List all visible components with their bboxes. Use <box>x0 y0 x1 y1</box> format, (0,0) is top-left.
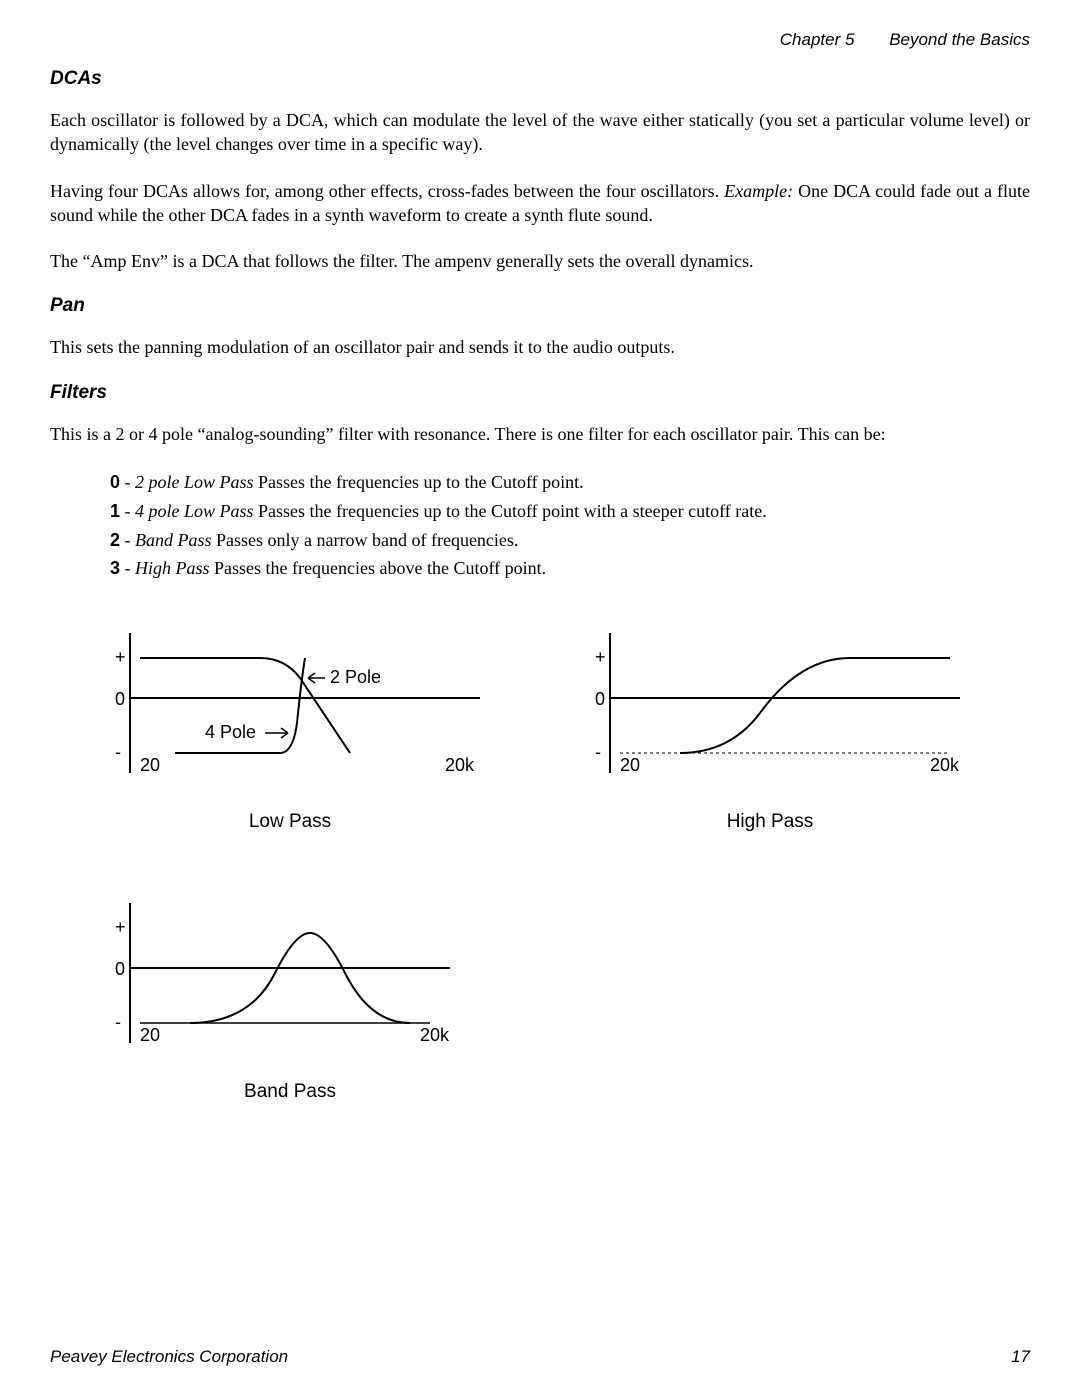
svg-text:4 Pole: 4 Pole <box>205 722 256 742</box>
filter-item-1: 1 - 4 pole Low Pass Passes the frequenci… <box>110 497 1030 526</box>
svg-text:-: - <box>115 1012 121 1032</box>
svg-text:0: 0 <box>595 689 605 709</box>
svg-text:20k: 20k <box>445 755 475 775</box>
svg-text:20k: 20k <box>420 1025 450 1045</box>
svg-text:0: 0 <box>115 959 125 979</box>
svg-text:-: - <box>595 742 601 762</box>
highpass-chart: + 0 - 20 20k High Pass <box>570 623 970 873</box>
section-title-pan: Pan <box>50 295 1030 317</box>
svg-text:2 Pole: 2 Pole <box>330 667 381 687</box>
chapter-label: Chapter 5 <box>780 30 855 49</box>
filter-type-list: 0 - 2 pole Low Pass Passes the frequenci… <box>110 468 1030 583</box>
lowpass-svg: + 0 - 20 20k 2 Pole 4 Pole <box>90 623 490 793</box>
filters-paragraph-1: This is a 2 or 4 pole “analog-sounding” … <box>50 422 1030 446</box>
svg-text:+: + <box>115 917 126 937</box>
footer-company: Peavey Electronics Corporation <box>50 1347 288 1367</box>
section-title-dcas: DCAs <box>50 68 1030 90</box>
filter-charts: + 0 - 20 20k 2 Pole 4 Pole Low Pass <box>50 623 1030 1103</box>
chapter-title: Beyond the Basics <box>889 30 1030 49</box>
bandpass-chart: + 0 - 20 20k Band Pass <box>90 893 1030 1103</box>
svg-text:0: 0 <box>115 689 125 709</box>
highpass-svg: + 0 - 20 20k <box>570 623 970 793</box>
svg-text:20: 20 <box>140 755 160 775</box>
lowpass-chart: + 0 - 20 20k 2 Pole 4 Pole Low Pass <box>90 623 490 873</box>
dcas-paragraph-1: Each oscillator is followed by a DCA, wh… <box>50 108 1030 157</box>
bandpass-svg: + 0 - 20 20k <box>90 893 490 1063</box>
bandpass-caption: Band Pass <box>90 1081 490 1103</box>
section-title-filters: Filters <box>50 382 1030 404</box>
highpass-caption: High Pass <box>570 811 970 833</box>
dcas-paragraph-3: The “Amp Env” is a DCA that follows the … <box>50 249 1030 273</box>
svg-text:20: 20 <box>140 1025 160 1045</box>
page-header: Chapter 5 Beyond the Basics <box>50 30 1030 50</box>
page-footer: Peavey Electronics Corporation 17 <box>50 1347 1030 1367</box>
filter-item-0: 0 - 2 pole Low Pass Passes the frequenci… <box>110 468 1030 497</box>
footer-page-number: 17 <box>1011 1347 1030 1367</box>
svg-text:20: 20 <box>620 755 640 775</box>
svg-text:+: + <box>115 647 126 667</box>
svg-text:+: + <box>595 647 606 667</box>
filter-item-3: 3 - High Pass Passes the frequencies abo… <box>110 554 1030 583</box>
svg-text:20k: 20k <box>930 755 960 775</box>
pan-paragraph-1: This sets the panning modulation of an o… <box>50 335 1030 359</box>
lowpass-caption: Low Pass <box>90 811 490 833</box>
dcas-paragraph-2: Having four DCAs allows for, among other… <box>50 179 1030 228</box>
filter-item-2: 2 - Band Pass Passes only a narrow band … <box>110 526 1030 555</box>
svg-text:-: - <box>115 742 121 762</box>
